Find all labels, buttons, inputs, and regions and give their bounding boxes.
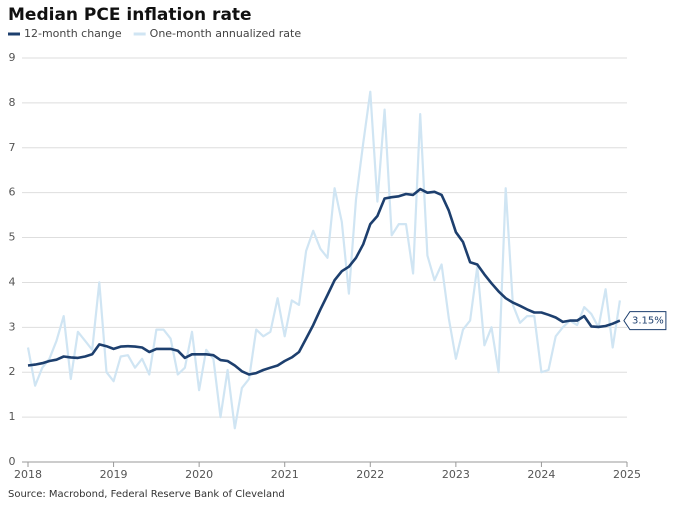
x-tick-label: 2018	[14, 468, 42, 481]
chart-title: Median PCE inflation rate	[8, 5, 252, 25]
x-tick-label: 2019	[100, 468, 128, 481]
y-tick-label: 7	[9, 141, 16, 154]
y-tick-label: 2	[9, 365, 16, 378]
legend-label: 12-month change	[24, 27, 122, 40]
y-tick-label: 9	[9, 51, 16, 64]
source-note: Source: Macrobond, Federal Reserve Bank …	[8, 489, 285, 500]
x-tick-label: 2022	[356, 468, 384, 481]
legend-label: One-month annualized rate	[150, 27, 302, 40]
series-line	[26, 90, 621, 430]
x-tick-label: 2021	[271, 468, 299, 481]
series-line	[27, 187, 621, 376]
end-label-box	[623, 311, 667, 331]
y-tick-label: 0	[9, 455, 16, 468]
x-tick-label: 2025	[613, 468, 641, 481]
x-tick-label: 2024	[527, 468, 555, 481]
y-tick-label: 8	[9, 96, 16, 109]
y-tick-label: 5	[9, 231, 16, 244]
y-tick-label: 3	[9, 320, 16, 333]
x-tick-label: 2020	[185, 468, 213, 481]
end-label: 3.15%	[632, 316, 664, 327]
y-tick-label: 4	[9, 275, 16, 288]
x-tick-label: 2023	[442, 468, 470, 481]
y-tick-label: 1	[9, 410, 16, 423]
y-tick-label: 6	[9, 186, 16, 199]
